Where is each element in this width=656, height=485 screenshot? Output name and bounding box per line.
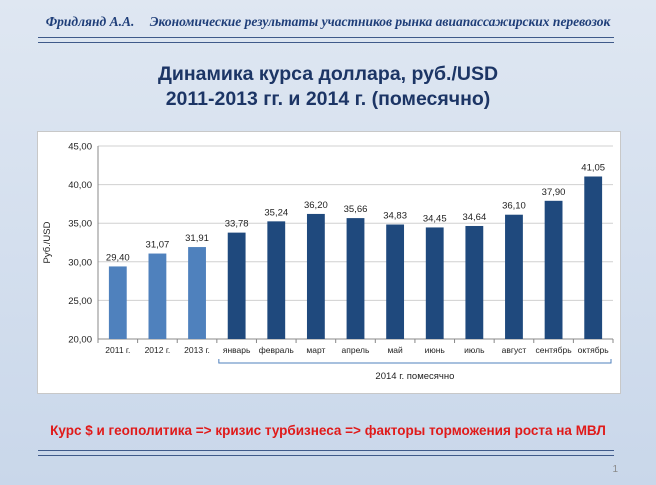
x-tick-label: февраль [259,345,295,355]
x-tick-label: март [306,345,325,355]
bar [505,214,523,339]
data-label: 34,45 [423,213,447,224]
data-label: 34,83 [383,211,407,222]
y-tick-label: 40,00 [68,180,92,191]
chart-container: 20,00 25,00 30,00 35,00 40,00 45,00 Руб./USD 29… [37,131,621,394]
data-label: 34,64 [462,212,486,223]
header-subtitle: Экономические результаты участников рынк… [149,14,611,29]
y-tick-label: 35,00 [68,219,92,230]
x-tick-label: 2011 г. [105,345,130,355]
page-number: 1 [612,464,618,475]
x-tick-label: июнь [425,345,446,355]
x-tick-label: 2012 г. [145,345,171,355]
data-label: 35,24 [264,207,288,218]
group-label: 2014 г. помесячно [375,371,454,382]
bar [425,227,444,339]
bar [346,218,365,339]
bar [306,213,325,339]
x-tick-label: январь [223,345,251,355]
data-label: 29,40 [106,252,130,263]
x-tick-label: август [502,345,527,355]
data-label: 36,10 [502,201,526,212]
bar [108,266,127,339]
slide-title-line1: Динамика курса доллара, руб./USD [157,63,499,85]
x-tick-label: апрель [342,345,370,355]
bar-chart: 20,00 25,00 30,00 35,00 40,00 45,00 Руб./USD 29… [42,142,614,382]
x-tick-label: сентябрь [535,345,572,355]
y-tick-label: 45,00 [68,142,92,153]
data-label: 31,91 [185,233,209,244]
y-axis-label: Руб./USD [42,221,53,263]
footer-note: Курс $ и геополитика => кризис турбизнес… [50,423,606,438]
header-author: Фридлянд А.А. [45,14,135,29]
data-label: 33,78 [225,219,249,230]
data-label: 35,66 [344,204,368,215]
x-tick-label: май [387,345,403,355]
x-tick-label: октябрь [578,345,610,355]
slide-title-line2: 2011-2013 гг. и 2014 г. (помесячно) [165,88,491,110]
bar [544,200,563,339]
data-label: 31,07 [146,240,170,251]
y-tick-label: 30,00 [68,257,92,268]
bar [227,232,246,339]
data-label: 37,90 [542,187,566,198]
data-label: 36,20 [304,200,328,211]
data-label: 41,05 [581,162,605,173]
bar [465,225,484,339]
x-tick-label: июль [464,345,485,355]
footer-rule [38,450,614,456]
x-tick-label: 2013 г. [184,345,210,355]
bar [188,247,206,339]
slide-header: Фридлянд А.А. Экономические результаты у… [0,14,656,30]
group-bracket [218,359,612,364]
y-tick-label: 25,00 [68,296,92,307]
header-rule [38,37,614,43]
bar [386,224,405,339]
y-tick-label: 20,00 [68,335,92,346]
bar [148,253,167,339]
bar [584,176,603,339]
bar [267,221,286,339]
